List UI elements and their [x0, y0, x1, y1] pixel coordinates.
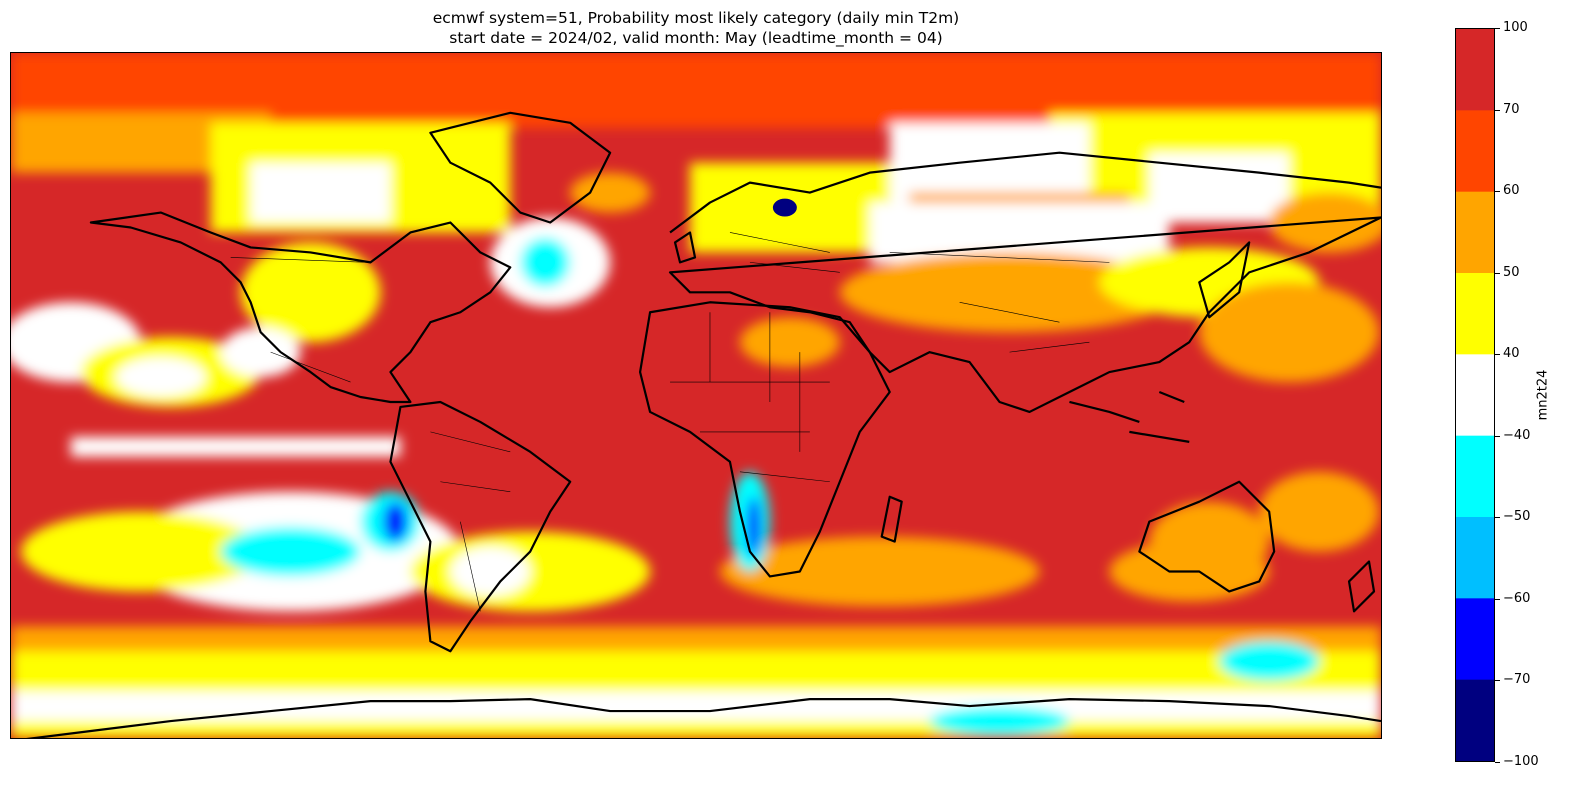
colorbar-tick-label: −50 — [1503, 509, 1531, 525]
cold-patch-scandinavia — [772, 198, 797, 217]
colorbar-label: mn2t24 — [1535, 369, 1551, 421]
colorbar-bin — [1456, 598, 1494, 681]
chart-title: ecmwf system=51, Probability most likely… — [10, 8, 1382, 48]
colorbar-bin — [1456, 517, 1494, 599]
colorbar-tick-label: −70 — [1503, 672, 1531, 688]
title-line-2: start date = 2024/02, valid month: May (… — [449, 29, 943, 47]
colorbar-tick-label: 100 — [1503, 20, 1528, 35]
map-panel[interactable] — [10, 52, 1382, 739]
colorbar-tick-mark — [1495, 680, 1500, 682]
colorbar-tick-label: 60 — [1503, 183, 1520, 199]
colorbar-tick-label: 50 — [1503, 264, 1520, 280]
title-line-1: ecmwf system=51, Probability most likely… — [432, 9, 960, 27]
colorbar-bins — [1456, 29, 1494, 761]
colorbar-tick-mark — [1495, 762, 1500, 763]
colorbar-tick-mark — [1495, 435, 1500, 437]
coastlines — [26, 111, 1381, 738]
colorbar-tick-mark — [1495, 354, 1500, 356]
colorbar-tick-mark — [1495, 191, 1500, 193]
colorbar-tick-label: 40 — [1503, 346, 1520, 362]
country-borders — [230, 232, 1110, 612]
colorbar-bin — [1456, 273, 1494, 355]
colorbar-tick-label: −60 — [1503, 590, 1531, 606]
colorbar-tick-mark — [1495, 109, 1500, 111]
colorbar-tick-mark — [1495, 598, 1500, 600]
colorbar-bin — [1456, 354, 1494, 437]
colorbar-tick-mark — [1495, 28, 1500, 29]
colorbar-bin — [1456, 679, 1494, 761]
colorbar-bin — [1456, 191, 1494, 274]
colorbar-tick-mark — [1495, 272, 1500, 274]
colorbar-tick-label: −40 — [1503, 427, 1531, 443]
colorbar-bin — [1456, 435, 1494, 518]
colorbar-bin — [1456, 110, 1494, 193]
colorbar — [1455, 28, 1495, 762]
colorbar-tick-mark — [1495, 517, 1500, 519]
colorbar-tick-label: 70 — [1503, 101, 1520, 117]
world-map — [11, 53, 1381, 738]
colorbar-tick-label: −100 — [1503, 754, 1539, 769]
colorbar-bin — [1456, 29, 1494, 111]
probability-field — [11, 53, 1381, 738]
